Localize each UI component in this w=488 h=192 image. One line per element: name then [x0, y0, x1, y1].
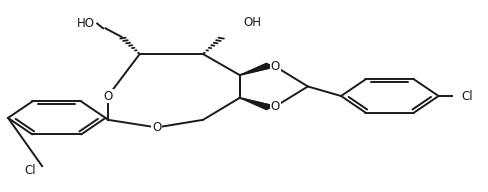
Text: O: O: [270, 60, 279, 73]
Text: HO: HO: [77, 17, 95, 30]
Text: Cl: Cl: [461, 89, 472, 103]
Text: O: O: [270, 100, 279, 113]
Polygon shape: [239, 63, 276, 75]
Text: O: O: [103, 89, 112, 103]
Text: O: O: [152, 121, 161, 134]
Polygon shape: [239, 98, 276, 110]
Text: OH: OH: [243, 16, 261, 29]
Text: Cl: Cl: [24, 164, 36, 177]
